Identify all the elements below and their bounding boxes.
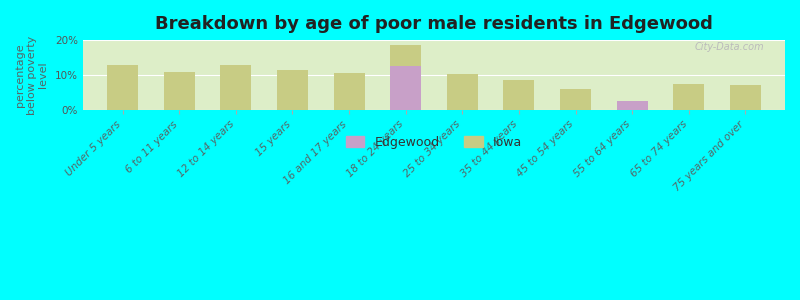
Y-axis label: percentage
below poverty
level: percentage below poverty level [15, 35, 48, 115]
Bar [730, 85, 761, 110]
Bar [390, 45, 422, 110]
Bar [390, 66, 422, 110]
Bar [220, 64, 251, 110]
Bar [503, 80, 534, 110]
Bar [334, 73, 365, 110]
Bar [277, 70, 308, 110]
Text: City-Data.com: City-Data.com [694, 42, 764, 52]
Title: Breakdown by age of poor male residents in Edgewood: Breakdown by age of poor male residents … [155, 15, 713, 33]
Bar [673, 84, 704, 110]
Bar [107, 64, 138, 110]
Bar [560, 89, 591, 110]
Bar [446, 74, 478, 110]
Legend: Edgewood, Iowa: Edgewood, Iowa [341, 131, 527, 154]
Bar [617, 101, 648, 110]
Bar [164, 71, 195, 110]
